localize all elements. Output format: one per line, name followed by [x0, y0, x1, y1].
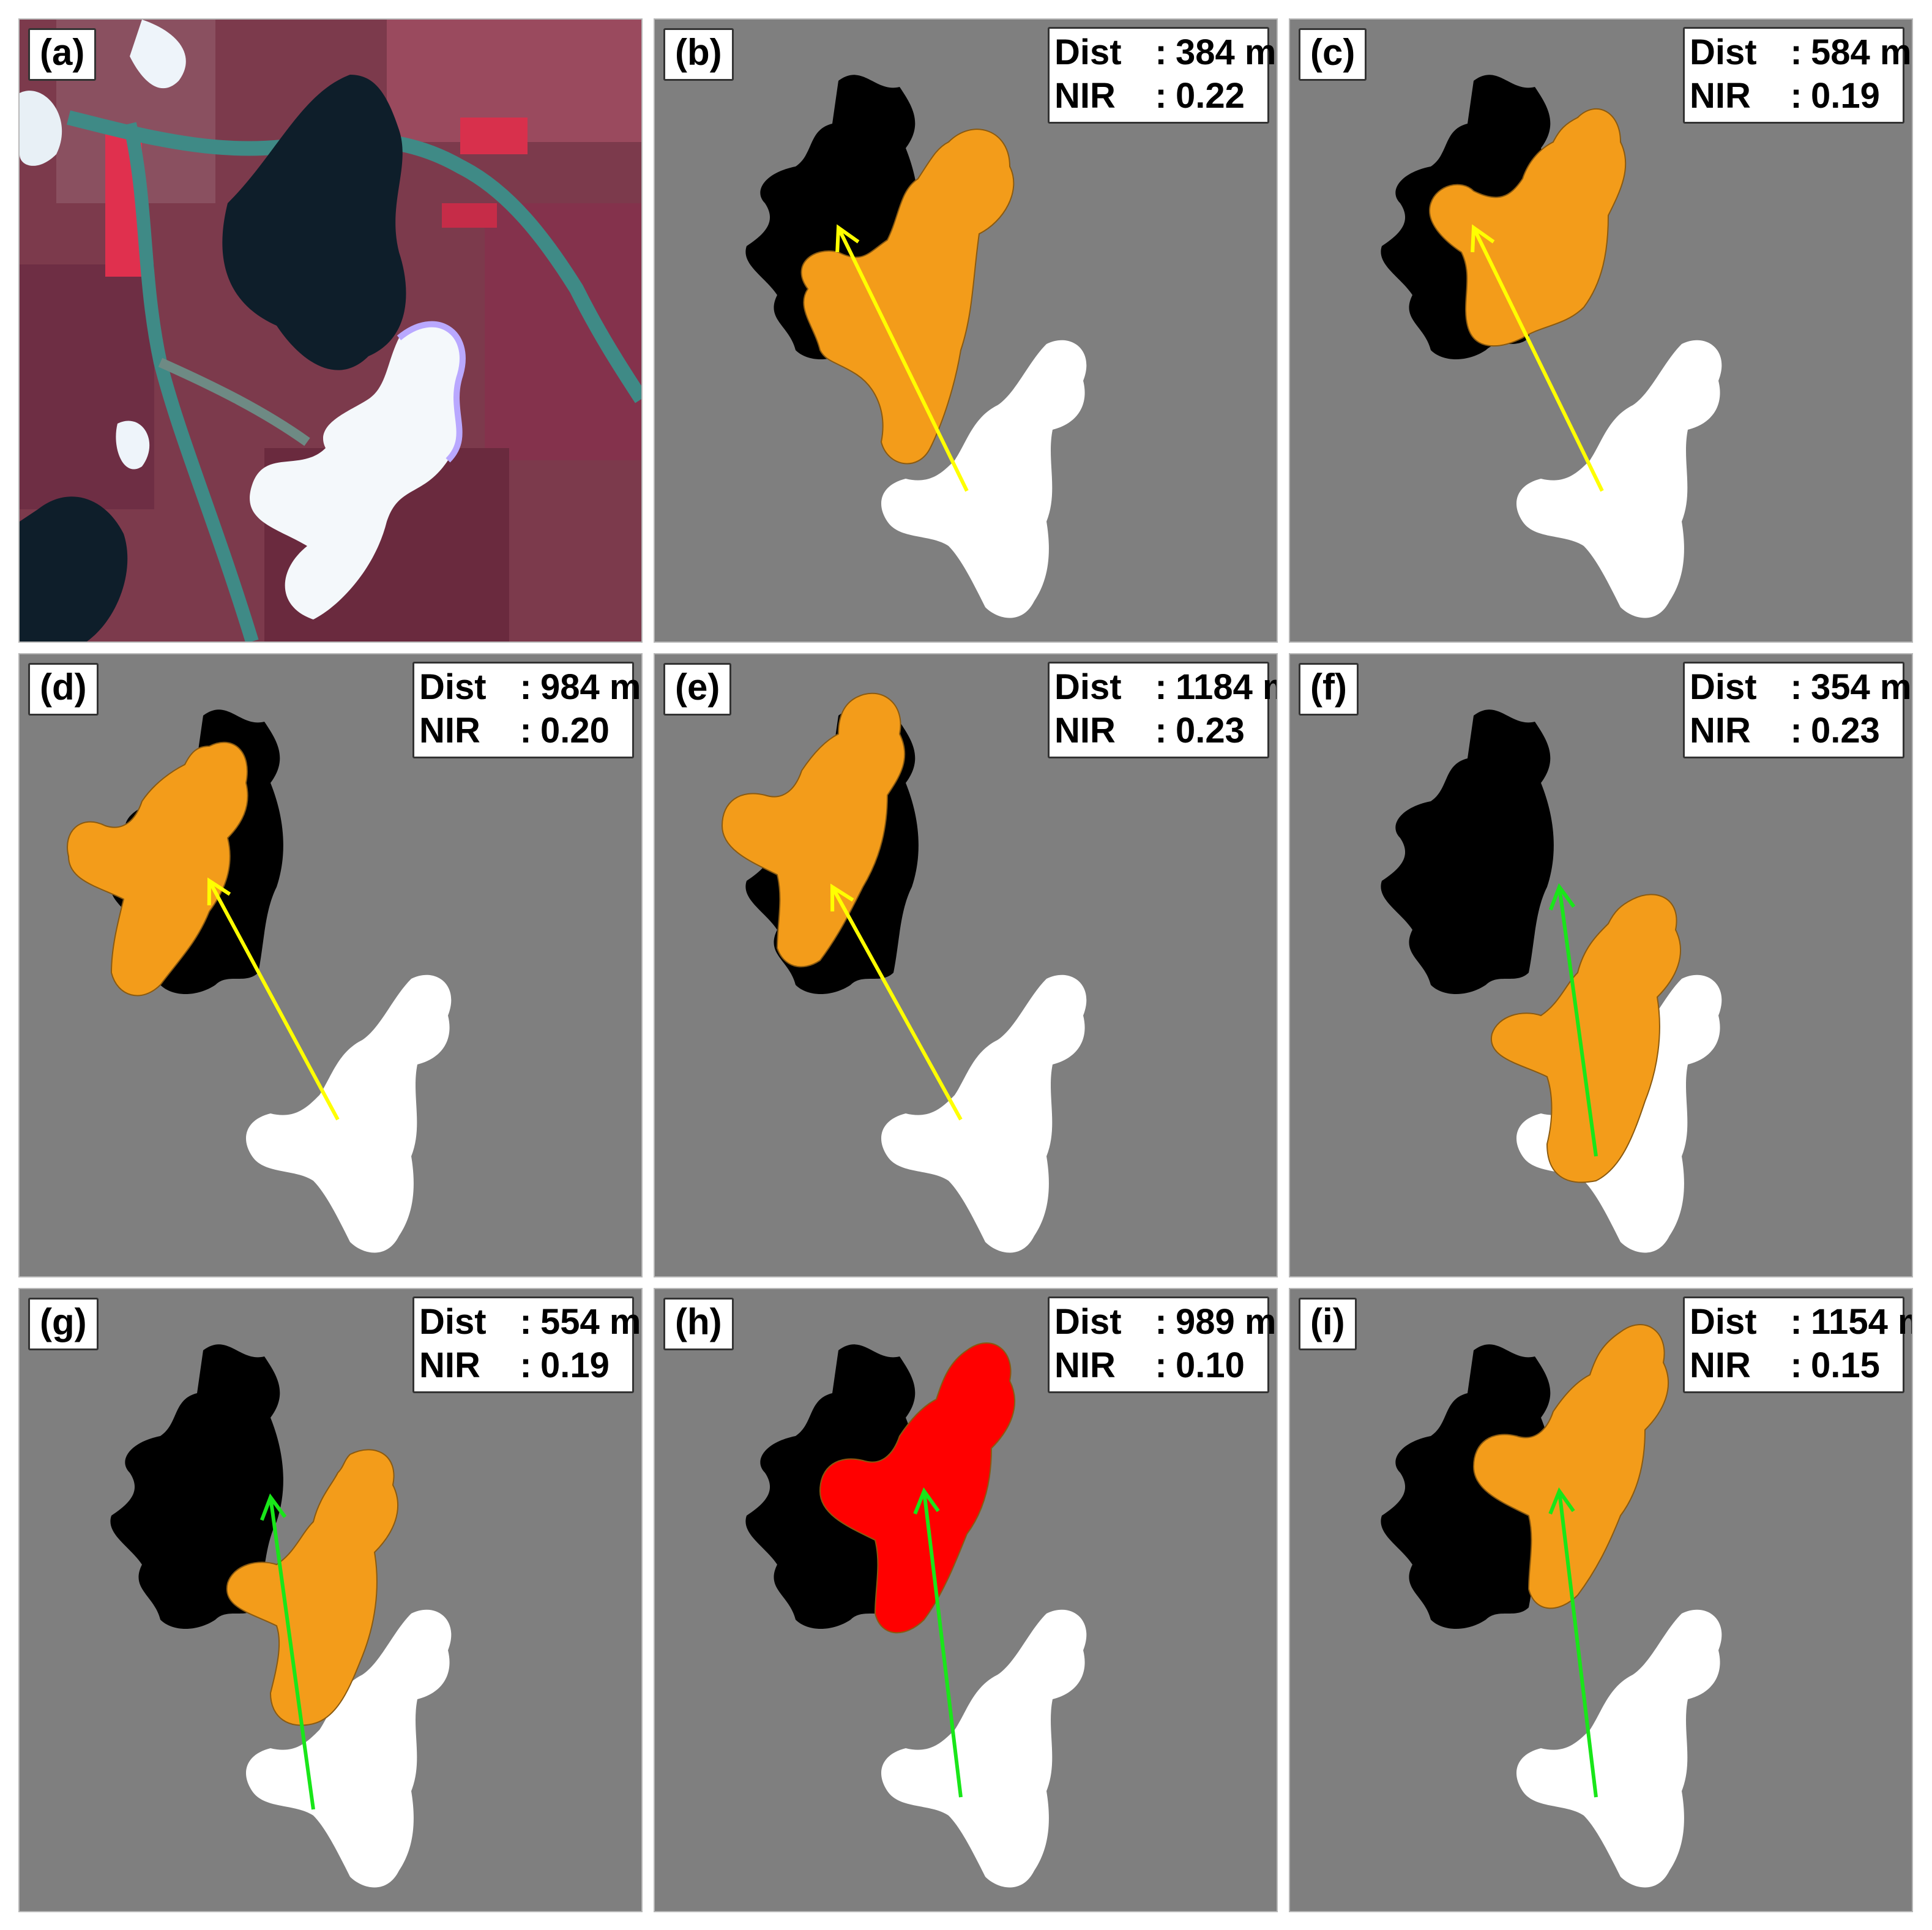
dist-value: 554 m: [540, 1302, 641, 1342]
panel-b-label: (b): [663, 28, 734, 81]
cloud-mask: [881, 340, 1087, 618]
panel-f: (f) Dist:354 m NIR:0.23: [1289, 653, 1913, 1277]
panel-i: (i) Dist:1154 m NIR:0.15: [1289, 1288, 1913, 1912]
displacement-arrow-icon: [1548, 1487, 1598, 1798]
dist-label: Dist: [1054, 667, 1122, 707]
cloud-mask: [1516, 1609, 1722, 1888]
panel-c-label: (c): [1299, 28, 1367, 81]
panel-f-info-box: Dist:354 m NIR:0.23: [1683, 662, 1911, 758]
nir-value: 0.22: [1176, 75, 1245, 116]
dist-label: Dist: [1054, 1302, 1122, 1342]
panel-i-info-box: Dist:1154 m NIR:0.15: [1683, 1296, 1912, 1393]
dist-value: 384 m: [1176, 32, 1277, 72]
dist-label: Dist: [1054, 32, 1122, 72]
nir-value: 0.15: [1811, 1345, 1880, 1385]
nir-label: NIR: [1054, 75, 1116, 116]
panel-g: (g) Dist:554 m NIR:0.19: [18, 1288, 643, 1912]
panel-g-label: (g): [28, 1298, 99, 1350]
panel-e: (e) Dist:1184 m NIR:0.23: [654, 653, 1278, 1277]
panel-b: (b) Dist:384 m NIR:0.22: [654, 18, 1278, 643]
nir-value: 0.23: [1176, 710, 1245, 750]
cloud-mask: [246, 1609, 452, 1888]
panel-d-info-box: Dist:984 m NIR:0.20: [412, 662, 641, 758]
dist-label: Dist: [1690, 1302, 1757, 1342]
nir-label: NIR: [1690, 1345, 1751, 1385]
nir-label: NIR: [419, 1345, 480, 1385]
displacement-arrow-icon: [1471, 224, 1604, 492]
cloud-mask: [881, 1609, 1087, 1888]
candidate-shadow-region: [67, 741, 248, 997]
cloud-shadow-mask: [1381, 1344, 1554, 1629]
panel-g-info-box: Dist:554 m NIR:0.19: [412, 1296, 641, 1393]
nir-value: 0.19: [1811, 75, 1880, 116]
nir-label: NIR: [1054, 710, 1116, 750]
cloud-shadow-mask: [1381, 709, 1554, 994]
panel-f-label: (f): [1299, 663, 1359, 716]
displacement-arrow-icon: [259, 1493, 315, 1810]
candidate-shadow-region: [800, 129, 1015, 465]
nir-label: NIR: [419, 710, 480, 750]
dist-value: 1184 m: [1176, 667, 1277, 707]
nir-label: NIR: [1690, 75, 1751, 116]
nir-label: NIR: [1054, 1345, 1116, 1385]
dist-label: Dist: [419, 1302, 487, 1342]
matched-shadow-region: [819, 1342, 1015, 1634]
false-color-satellite-image: [20, 20, 641, 641]
dist-value: 354 m: [1811, 667, 1912, 707]
dist-value: 989 m: [1176, 1302, 1277, 1342]
panel-c-info-box: Dist:584 m NIR:0.19: [1683, 27, 1911, 124]
dist-value: 584 m: [1811, 32, 1912, 72]
candidate-shadow-region: [721, 692, 906, 968]
panel-h-label: (h): [663, 1298, 734, 1350]
candidate-shadow-region: [1472, 1324, 1669, 1609]
cloud-mask: [1516, 340, 1722, 618]
nir-value: 0.20: [540, 710, 610, 750]
panel-a-satellite-image: (a): [18, 18, 643, 643]
panel-b-info-box: Dist:384 m NIR:0.22: [1048, 27, 1276, 124]
panel-d: (d) Dist:984 m NIR:0.20: [18, 653, 643, 1277]
panel-i-label: (i): [1299, 1298, 1357, 1350]
nir-value: 0.23: [1811, 710, 1880, 750]
candidate-shadow-region: [1429, 108, 1627, 347]
displacement-arrow-icon: [207, 877, 340, 1121]
dist-label: Dist: [1690, 667, 1757, 707]
displacement-arrow-icon: [913, 1487, 963, 1798]
displacement-arrow-icon: [835, 224, 969, 492]
candidate-shadow-region: [226, 1449, 398, 1726]
panel-i-shadow-map: [1290, 1289, 1912, 1911]
cloud-mask: [246, 974, 452, 1253]
panel-e-info-box: Dist:1184 m NIR:0.23: [1048, 662, 1277, 758]
dist-label: Dist: [419, 667, 487, 707]
panel-a-label: (a): [28, 28, 97, 81]
nir-value: 0.10: [1176, 1345, 1245, 1385]
panel-e-label: (e): [663, 663, 732, 716]
panel-c: (c) Dist:584 m NIR:0.19: [1289, 18, 1913, 643]
nir-label: NIR: [1690, 710, 1751, 750]
panel-h-info-box: Dist:989 m NIR:0.10: [1048, 1296, 1276, 1393]
cloud-mask: [881, 974, 1087, 1253]
panel-b-shadow-map: [655, 20, 1277, 641]
dist-label: Dist: [1690, 32, 1757, 72]
nir-value: 0.19: [540, 1345, 610, 1385]
dist-value: 1154 m: [1811, 1302, 1912, 1342]
panel-h: (h) Dist:989 m NIR:0.10: [654, 1288, 1278, 1912]
displacement-arrow-icon: [830, 883, 963, 1121]
displacement-arrow-icon: [1548, 883, 1598, 1157]
dist-value: 984 m: [540, 667, 641, 707]
panel-d-label: (d): [28, 663, 99, 716]
cloud-shadow-mask: [110, 1344, 283, 1629]
